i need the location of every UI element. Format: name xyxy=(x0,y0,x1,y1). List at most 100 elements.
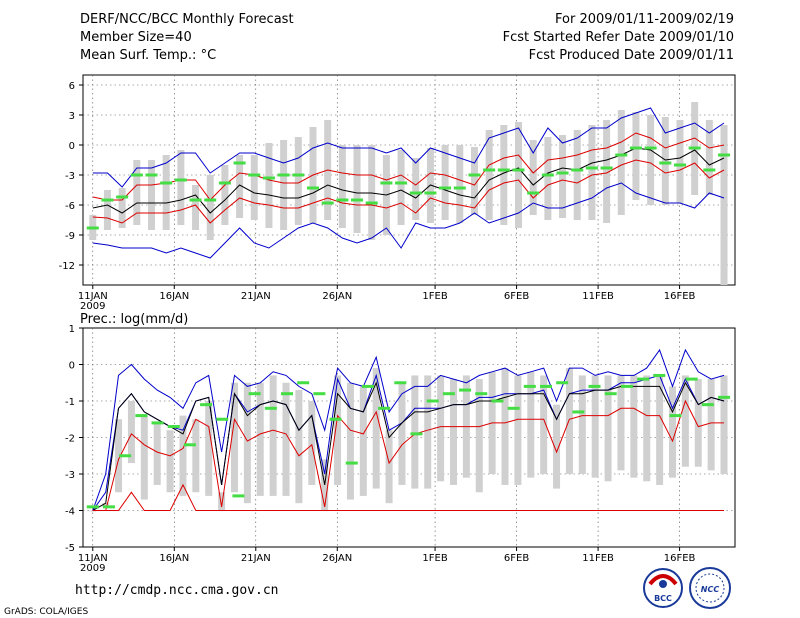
spread-box xyxy=(681,375,689,467)
spread-box xyxy=(617,375,625,471)
observation-marker xyxy=(277,173,290,177)
observation-marker xyxy=(395,181,408,185)
spread-box xyxy=(412,158,420,220)
observation-marker xyxy=(588,384,601,388)
observation-marker xyxy=(380,181,393,185)
ncc-logo-text: NCC xyxy=(701,585,720,594)
observation-marker xyxy=(453,186,466,190)
observation-marker xyxy=(615,153,628,157)
observation-marker xyxy=(600,166,613,170)
y-tick-label: 6 xyxy=(69,81,75,92)
observation-marker xyxy=(539,384,552,388)
spread-box xyxy=(437,375,445,482)
observation-marker xyxy=(102,505,115,509)
x-tick-year: 2009 xyxy=(80,301,105,312)
observation-marker xyxy=(507,406,520,410)
observation-marker xyxy=(151,421,164,425)
y-tick-label: -5 xyxy=(65,543,75,554)
spread-box xyxy=(250,155,258,220)
spread-box xyxy=(294,137,302,225)
spread-box xyxy=(334,375,342,485)
spread-box xyxy=(102,503,110,507)
observation-marker xyxy=(189,198,202,202)
bcc-logo-text: BCC xyxy=(654,594,672,603)
spread-box xyxy=(668,386,676,478)
observation-marker xyxy=(629,146,642,150)
observation-marker xyxy=(497,168,510,172)
spread-box xyxy=(192,419,200,493)
precip-variable-label: Prec.: log(mm/d) xyxy=(80,312,188,327)
observation-marker xyxy=(297,381,310,385)
observation-marker xyxy=(306,186,319,190)
y-tick-label: 0 xyxy=(69,361,75,372)
observation-marker xyxy=(512,168,525,172)
observation-marker xyxy=(409,191,422,195)
x-tick-year: 2009 xyxy=(80,563,105,574)
observation-marker xyxy=(86,505,99,509)
observation-marker xyxy=(673,163,686,167)
observation-marker xyxy=(321,201,334,205)
spread-box xyxy=(265,143,273,228)
spread-box xyxy=(269,375,277,496)
spread-box xyxy=(694,379,702,467)
series-line-lower xyxy=(92,159,725,224)
observation-marker xyxy=(439,186,452,190)
observation-marker xyxy=(653,373,666,377)
spread-box xyxy=(133,160,141,225)
spread-box xyxy=(162,155,170,230)
spread-box xyxy=(553,404,561,489)
observation-marker xyxy=(685,377,698,381)
y-tick-label: -3 xyxy=(65,470,75,481)
observation-marker xyxy=(345,461,358,465)
spread-box xyxy=(501,368,509,485)
spread-box xyxy=(573,130,581,220)
ncc-logo: NCC xyxy=(689,567,731,609)
observation-marker xyxy=(262,176,275,180)
forecast-produced-date: Fcst Produced Date 2009/01/11 xyxy=(529,48,734,63)
observation-marker xyxy=(292,173,305,177)
series-line-min xyxy=(92,483,724,511)
x-tick-label: 21JAN xyxy=(241,291,271,302)
spread-box xyxy=(661,117,669,205)
spread-box xyxy=(456,145,464,223)
y-tick-label: -4 xyxy=(65,507,75,518)
spread-box xyxy=(424,375,432,489)
y-tick-label: 0 xyxy=(69,141,75,152)
observation-marker xyxy=(361,384,374,388)
observation-marker xyxy=(718,153,731,157)
observation-marker xyxy=(491,399,504,403)
series-line-mean xyxy=(92,381,725,511)
observation-marker xyxy=(167,425,180,429)
observation-marker xyxy=(216,417,229,421)
spread-box xyxy=(89,510,97,512)
spread-box xyxy=(449,379,457,485)
observation-marker xyxy=(556,381,569,385)
x-tick-label: 6FEB xyxy=(504,291,529,302)
observation-marker xyxy=(604,392,617,396)
observation-marker xyxy=(483,168,496,172)
x-tick-label: 11FEB xyxy=(582,553,614,564)
spread-box xyxy=(588,125,596,220)
x-tick-label: 16FEB xyxy=(664,291,696,302)
spread-box xyxy=(720,375,728,474)
observation-marker xyxy=(424,191,437,195)
source-url[interactable]: http://cmdp.ncc.cma.gov.cn xyxy=(75,583,279,598)
temperature-panel: 6 3 0 -3 -6 -9 -12 11JAN 16JAN 21JAN 26JAN 1FEB 6FEB… xyxy=(59,74,736,312)
spread-box xyxy=(280,140,288,230)
observation-marker xyxy=(644,146,657,150)
observation-marker xyxy=(329,417,342,421)
spread-box xyxy=(236,155,244,218)
spread-box xyxy=(359,386,367,496)
observation-marker xyxy=(556,171,569,175)
x-tick-label: 11JAN xyxy=(78,553,108,564)
observation-marker xyxy=(527,191,540,195)
x-tick-label: 6FEB xyxy=(504,553,529,564)
series-line-max xyxy=(92,107,725,188)
observation-marker xyxy=(718,395,731,399)
spread-box xyxy=(218,492,226,511)
observation-marker xyxy=(585,166,598,170)
spread-box xyxy=(527,371,535,478)
spread-box xyxy=(230,382,238,493)
spread-box xyxy=(397,150,405,225)
